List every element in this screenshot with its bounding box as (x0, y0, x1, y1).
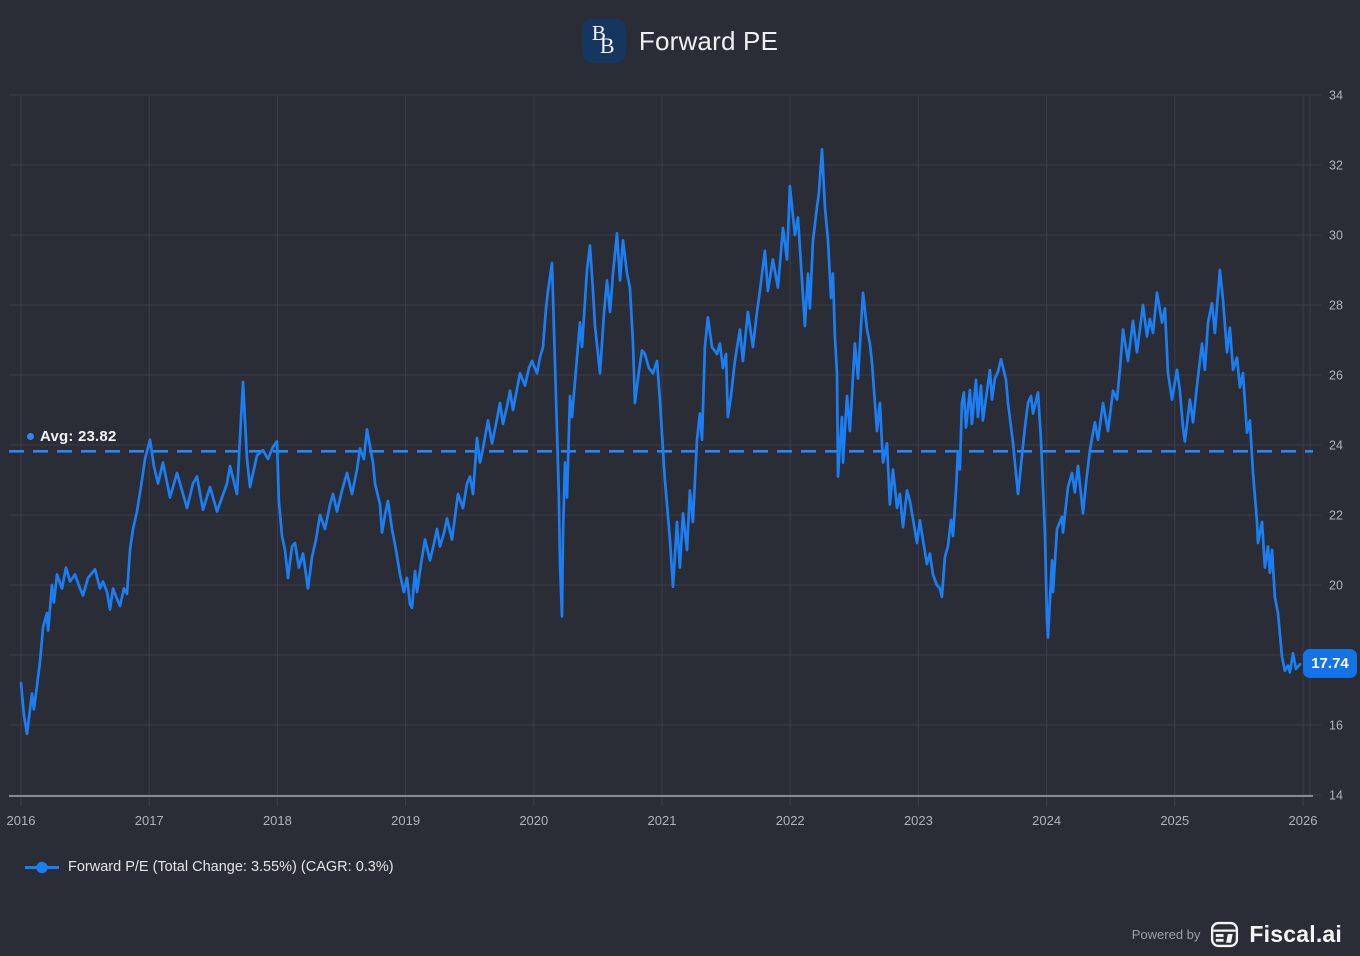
y-tick-label-34: 34 (1329, 89, 1343, 103)
x-tick-label-2018: 2018 (263, 813, 292, 828)
fiscal-ai-logo-icon (1210, 920, 1239, 949)
powered-by-label: Powered by (1131, 927, 1201, 942)
y-tick-label-26: 26 (1329, 369, 1343, 383)
chart-header: B B Forward PE (0, 19, 1360, 63)
y-tick-label-28: 28 (1329, 299, 1343, 313)
x-tick-label-2022: 2022 (776, 813, 805, 828)
y-tick-label-30: 30 (1329, 229, 1343, 243)
company-logo-icon: B B (581, 19, 626, 63)
y-tick-label-32: 32 (1329, 159, 1343, 173)
legend-marker-icon (25, 861, 59, 874)
brand-name: Fiscal.ai (1249, 921, 1342, 947)
price-line[interactable] (19, 147, 1302, 736)
legend-label: Forward P/E (Total Change: 3.55%) (CAGR:… (68, 859, 394, 875)
average-dot-icon (27, 433, 34, 440)
x-tick-label-2016: 2016 (7, 813, 36, 828)
logo-letter: B (591, 21, 606, 45)
powered-by-brand[interactable]: Powered by Fiscal.ai (1132, 920, 1342, 949)
legend[interactable]: Forward P/E (Total Change: 3.55%) (CAGR:… (25, 859, 394, 875)
y-tick-label-16: 16 (1329, 719, 1343, 733)
x-tick-label-2019: 2019 (391, 813, 420, 828)
y-tick-label-14: 14 (1329, 789, 1343, 803)
average-annotation: Avg: 23.82 (27, 428, 116, 445)
current-value-badge: 17.74 (1303, 649, 1357, 678)
x-tick-label-2021: 2021 (648, 813, 677, 828)
page-title: Forward PE (638, 25, 779, 56)
average-label: Avg: 23.82 (40, 428, 117, 445)
y-tick-label-22: 22 (1329, 509, 1343, 523)
x-tick-label-2023: 2023 (904, 813, 933, 828)
y-tick-label-24: 24 (1329, 439, 1343, 453)
x-tick-label-2017: 2017 (135, 813, 164, 828)
x-tick-label-2026: 2026 (1289, 813, 1318, 828)
x-tick-label-2020: 2020 (519, 813, 548, 828)
x-tick-label-2025: 2025 (1160, 813, 1189, 828)
y-tick-label-20: 20 (1329, 579, 1343, 593)
logo-letter: B (599, 33, 615, 58)
x-tick-label-2024: 2024 (1032, 813, 1061, 828)
